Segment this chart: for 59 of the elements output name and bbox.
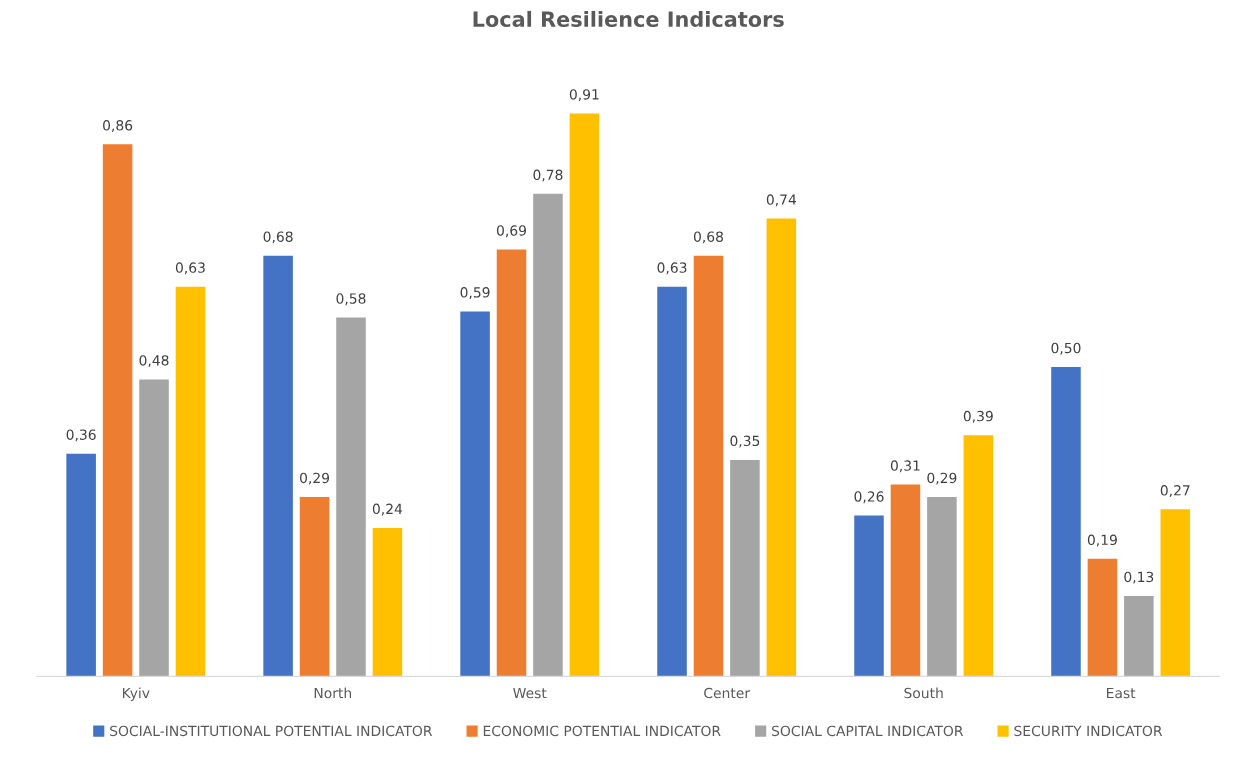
x-tick-label: East bbox=[1107, 687, 1136, 699]
bar bbox=[963, 435, 994, 677]
bar bbox=[693, 255, 724, 677]
data-label: 0,31 bbox=[890, 460, 920, 473]
chart-title: Local Resilience Indicators bbox=[473, 10, 784, 28]
bar bbox=[657, 286, 687, 677]
data-label: 0,36 bbox=[66, 429, 96, 442]
data-label: 0,78 bbox=[533, 169, 563, 182]
bar bbox=[890, 484, 921, 677]
data-label: 0,69 bbox=[496, 225, 526, 238]
bar bbox=[496, 249, 527, 677]
data-label: 0,58 bbox=[336, 293, 366, 306]
bar bbox=[299, 496, 330, 677]
data-label: 0,27 bbox=[1160, 485, 1190, 497]
legend-label: SOCIAL-INSTITUTIONAL POTENTIAL INDICATOR bbox=[110, 725, 433, 737]
data-label: 0,39 bbox=[963, 410, 993, 423]
bar bbox=[1160, 509, 1191, 677]
legend-label: SECURITY INDICATOR bbox=[1014, 725, 1163, 737]
bar bbox=[1051, 367, 1081, 677]
data-label: 0,26 bbox=[854, 491, 884, 504]
data-label: 0,29 bbox=[300, 472, 330, 485]
bar bbox=[102, 144, 133, 677]
x-tick-label: West bbox=[513, 687, 547, 699]
data-label: 0,13 bbox=[1124, 571, 1154, 584]
x-tick-label: Center bbox=[704, 687, 751, 699]
bar bbox=[1087, 558, 1118, 677]
data-label: 0,63 bbox=[657, 262, 687, 275]
bar bbox=[263, 255, 293, 677]
data-label: 0,63 bbox=[175, 262, 205, 275]
bar bbox=[139, 379, 169, 677]
data-label: 0,68 bbox=[693, 231, 723, 244]
x-tick-label: South bbox=[904, 687, 943, 699]
data-label: 0,59 bbox=[460, 287, 490, 300]
data-label: 0,35 bbox=[730, 435, 760, 448]
data-label: 0,19 bbox=[1087, 534, 1117, 547]
bar bbox=[372, 527, 403, 677]
x-tick-label: North bbox=[314, 687, 352, 699]
bar bbox=[854, 515, 884, 677]
bar bbox=[336, 317, 366, 677]
data-label: 0,74 bbox=[766, 194, 797, 207]
data-label: 0,91 bbox=[569, 89, 599, 102]
bar bbox=[175, 286, 206, 677]
data-label: 0,50 bbox=[1051, 342, 1081, 355]
data-label: 0,68 bbox=[263, 231, 293, 244]
legend-label: ECONOMIC POTENTIAL INDICATOR bbox=[483, 725, 721, 737]
data-label: 0,24 bbox=[372, 503, 403, 516]
bar bbox=[460, 311, 490, 677]
x-tick-label: Kyiv bbox=[122, 687, 150, 701]
bar bbox=[66, 453, 96, 677]
bar bbox=[569, 113, 600, 677]
bar bbox=[1124, 595, 1154, 677]
bar bbox=[730, 459, 760, 677]
bar bbox=[766, 218, 797, 677]
legend-label: SOCIAL CAPITAL INDICATOR bbox=[771, 725, 964, 737]
bar bbox=[927, 496, 957, 677]
data-label: 0,86 bbox=[103, 120, 133, 132]
data-label: 0,48 bbox=[139, 355, 169, 368]
bar bbox=[533, 193, 563, 677]
data-label: 0,29 bbox=[927, 472, 957, 485]
